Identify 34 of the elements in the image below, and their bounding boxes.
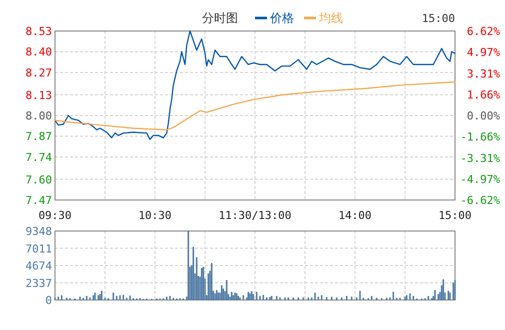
y-tick-label: 7.47 <box>26 194 52 207</box>
x-tick-label: 14:00 <box>338 209 372 222</box>
x-tick-label: 09:30 <box>38 209 72 222</box>
text: 15:00 <box>422 12 455 25</box>
y-tick-label: 0 <box>45 294 52 307</box>
x-tick-label: 10:30 <box>138 209 172 222</box>
y-tick-label: 8.13 <box>26 88 52 102</box>
y-tick-label: 8.27 <box>26 66 52 80</box>
y2-tick-label: -1.66% <box>460 130 500 144</box>
y2-tick-label: 3.31% <box>466 67 500 80</box>
y2-tick-label: 4.97% <box>466 46 500 60</box>
line-series <box>54 30 456 140</box>
x-tick-label: 11:30/13:00 <box>218 209 292 222</box>
y-tick-label: 8.40 <box>26 46 52 59</box>
legend-label: 价格 <box>269 11 294 25</box>
y-tick-label: 4674 <box>26 260 52 272</box>
y-tick-label: 7011 <box>26 242 52 256</box>
y-tick-label: 9348 <box>26 225 52 238</box>
legend-label: 均线 <box>318 11 343 25</box>
x-tick-label: 15:00 <box>438 209 472 222</box>
line-series <box>54 81 456 130</box>
y2-tick-label: -3.31% <box>460 152 500 165</box>
y-tick-label: 7.74 <box>26 150 52 164</box>
y2-tick-label: -6.62% <box>460 194 500 207</box>
y2-tick-label: -4.97% <box>460 172 500 186</box>
y-tick-label: 7.87 <box>26 130 52 144</box>
y-tick-label: 8.53 <box>26 25 52 38</box>
y2-tick-label: 0.00% <box>466 110 500 122</box>
y2-tick-label: 6.62% <box>466 25 500 38</box>
chart-title: 分时图 <box>202 11 238 25</box>
y-tick-label: 2337 <box>26 276 52 290</box>
y2-tick-label: 1.66% <box>466 88 500 102</box>
y-tick-label: 8.00 <box>26 110 52 122</box>
y-tick-label: 7.60 <box>26 173 52 186</box>
